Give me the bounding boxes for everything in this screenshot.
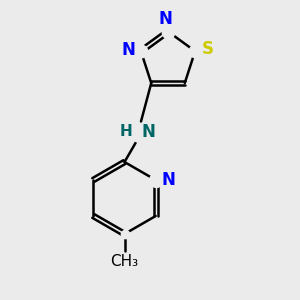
- Text: N: N: [142, 123, 155, 141]
- Text: H: H: [120, 124, 133, 140]
- Text: N: N: [161, 171, 175, 189]
- Text: N: N: [159, 10, 172, 28]
- Text: CH₃: CH₃: [110, 254, 139, 269]
- Text: N: N: [121, 41, 135, 59]
- Text: S: S: [202, 40, 214, 58]
